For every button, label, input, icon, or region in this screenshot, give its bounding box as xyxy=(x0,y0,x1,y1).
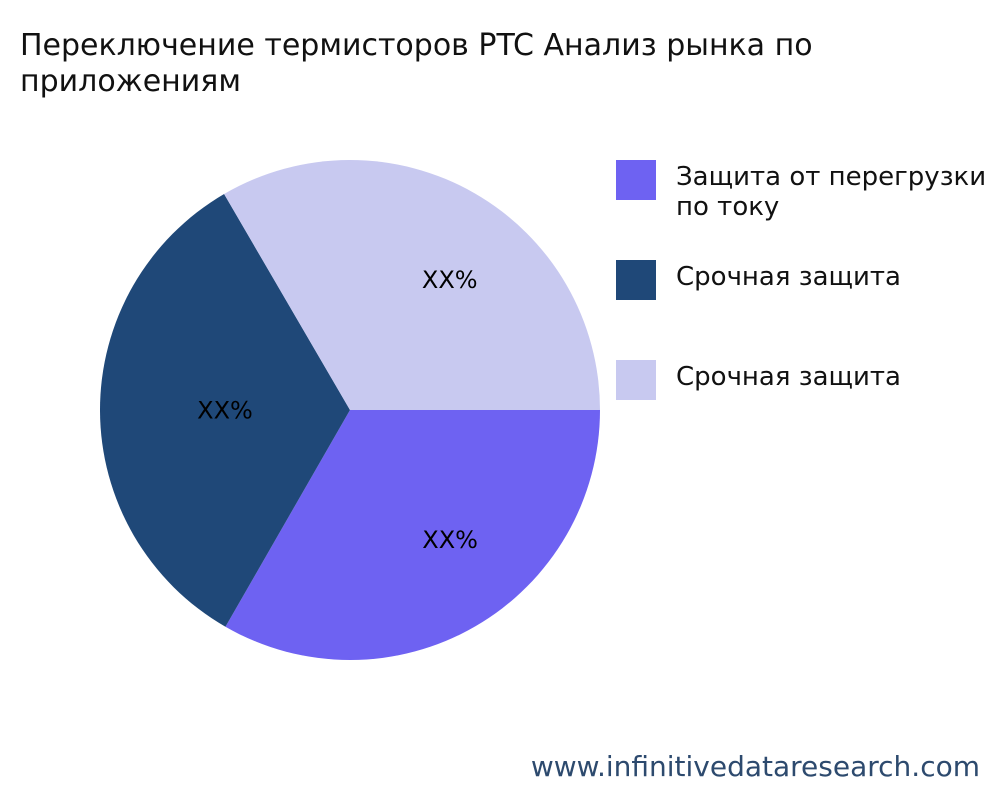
legend-swatch xyxy=(616,360,656,400)
legend-label: Срочная защита xyxy=(676,362,901,392)
watermark: www.infinitivedataresearch.com xyxy=(530,750,980,783)
data-label: XX% xyxy=(422,526,478,554)
pie-slice xyxy=(99,194,351,627)
legend-item: Защита от перегрузки по току xyxy=(616,158,1000,258)
pie-slice xyxy=(225,410,600,661)
legend-swatch xyxy=(616,160,656,200)
pie-slice xyxy=(224,159,601,410)
legend-swatch xyxy=(616,260,656,300)
chart: XX% XX% XX% xyxy=(99,159,601,661)
legend-label: Срочная защита xyxy=(676,262,901,292)
chart-title: Переключение термисторов PTC Анализ рынк… xyxy=(20,28,813,99)
data-label: XX% xyxy=(422,266,478,294)
data-label: XX% xyxy=(197,396,253,424)
legend: Защита от перегрузки по току Срочная защи… xyxy=(616,158,1000,458)
legend-item: Срочная защита xyxy=(616,258,1000,358)
legend-label: Защита от перегрузки по току xyxy=(676,162,987,222)
legend-item: Срочная защита xyxy=(616,358,1000,458)
